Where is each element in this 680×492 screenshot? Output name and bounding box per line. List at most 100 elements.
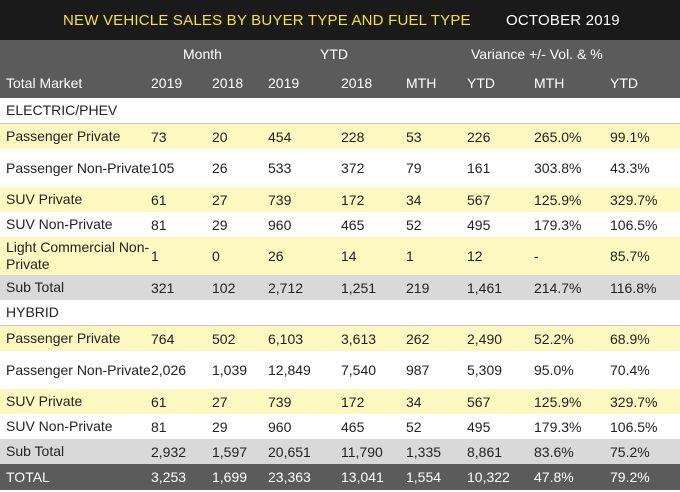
subtotal-row: Sub Total 321 102 2,712 1,251 219 1,461 … xyxy=(0,275,680,300)
col-pct-ytd: YTD xyxy=(610,75,638,91)
report-title: NEW VEHICLE SALES BY BUYER TYPE AND FUEL… xyxy=(63,12,471,29)
section-name: ELECTRIC/PHEV xyxy=(0,98,680,124)
cell-pct-ytd: 68.9% xyxy=(610,325,680,351)
cell-ytd-2019: 960 xyxy=(268,212,341,237)
cell-pct-mth: 214.7% xyxy=(534,275,610,300)
cell-pct-mth: - xyxy=(534,237,610,275)
cell-month-2019: 321 xyxy=(151,275,212,300)
subtotal-row: Sub Total 2,932 1,597 20,651 11,790 1,33… xyxy=(0,439,680,464)
col-pct-mth: MTH xyxy=(534,75,565,91)
cell-pct-mth: 265.0% xyxy=(534,123,610,149)
cell-month-2018: 0 xyxy=(212,237,268,275)
cell-pct-mth: 125.9% xyxy=(534,187,610,212)
cell-var-mth: 219 xyxy=(406,275,467,300)
cell-ytd-2019: 12,849 xyxy=(268,351,341,389)
cell-ytd-2019: 739 xyxy=(268,187,341,212)
section-name: HYBRID xyxy=(0,300,680,326)
table-row: SUV Non-Private 81 29 960 465 52 495 179… xyxy=(0,212,680,237)
row-label: Light Commercial Non-Private xyxy=(0,237,151,275)
cell-month-2018: 20 xyxy=(212,123,268,149)
col-ytd-2019: 2019 xyxy=(268,75,300,91)
cell-month-2018: 502 xyxy=(212,325,268,351)
cell-ytd-2019: 23,363 xyxy=(268,464,341,490)
cell-var-ytd: 161 xyxy=(467,149,534,187)
cell-month-2018: 1,597 xyxy=(212,439,268,464)
cell-ytd-2019: 454 xyxy=(268,123,341,149)
cell-ytd-2018: 3,613 xyxy=(341,325,406,351)
cell-ytd-2019: 20,651 xyxy=(268,439,341,464)
cell-ytd-2018: 11,790 xyxy=(341,439,406,464)
cell-ytd-2018: 465 xyxy=(341,414,406,439)
cell-ytd-2018: 228 xyxy=(341,123,406,149)
cell-pct-ytd: 75.2% xyxy=(610,439,680,464)
cell-var-mth: 34 xyxy=(406,187,467,212)
cell-var-ytd: 226 xyxy=(467,123,534,149)
cell-month-2018: 27 xyxy=(212,187,268,212)
cell-pct-mth: 303.8% xyxy=(534,149,610,187)
cell-ytd-2019: 533 xyxy=(268,149,341,187)
cell-var-ytd: 5,309 xyxy=(467,351,534,389)
cell-var-ytd: 8,861 xyxy=(467,439,534,464)
cell-ytd-2019: 6,103 xyxy=(268,325,341,351)
cell-ytd-2019: 960 xyxy=(268,414,341,439)
cell-ytd-2018: 172 xyxy=(341,187,406,212)
cell-ytd-2018: 172 xyxy=(341,389,406,414)
cell-ytd-2018: 14 xyxy=(341,237,406,275)
cell-month-2018: 102 xyxy=(212,275,268,300)
cell-ytd-2018: 372 xyxy=(341,149,406,187)
table-row: Passenger Private 73 20 454 228 53 226 2… xyxy=(0,123,680,149)
table-row: Light Commercial Non-Private 1 0 26 14 1… xyxy=(0,237,680,275)
cell-var-mth: 34 xyxy=(406,389,467,414)
cell-month-2019: 2,026 xyxy=(151,351,212,389)
cell-var-mth: 52 xyxy=(406,212,467,237)
cell-month-2019: 1 xyxy=(151,237,212,275)
cell-pct-ytd: 85.7% xyxy=(610,237,680,275)
row-label: Sub Total xyxy=(0,439,151,464)
table-row: Passenger Non-Private 105 26 533 372 79 … xyxy=(0,149,680,187)
cell-month-2018: 29 xyxy=(212,414,268,439)
table-row: SUV Private 61 27 739 172 34 567 125.9% … xyxy=(0,389,680,414)
cell-var-ytd: 567 xyxy=(467,187,534,212)
cell-var-mth: 79 xyxy=(406,149,467,187)
cell-month-2019: 105 xyxy=(151,149,212,187)
total-row: TOTAL 3,253 1,699 23,363 13,041 1,554 10… xyxy=(0,464,680,490)
cell-pct-mth: 83.6% xyxy=(534,439,610,464)
row-label: SUV Private xyxy=(0,187,151,212)
cell-pct-ytd: 70.4% xyxy=(610,351,680,389)
cell-month-2019: 2,932 xyxy=(151,439,212,464)
row-label: TOTAL xyxy=(0,464,151,490)
cell-pct-mth: 52.2% xyxy=(534,325,610,351)
cell-var-mth: 52 xyxy=(406,414,467,439)
cell-var-ytd: 2,490 xyxy=(467,325,534,351)
cell-pct-mth: 95.0% xyxy=(534,351,610,389)
cell-pct-ytd: 116.8% xyxy=(610,275,680,300)
cell-var-mth: 987 xyxy=(406,351,467,389)
cell-month-2019: 61 xyxy=(151,187,212,212)
cell-month-2018: 1,039 xyxy=(212,351,268,389)
table-row: Passenger Private 764 502 6,103 3,613 26… xyxy=(0,325,680,351)
cell-month-2018: 1,699 xyxy=(212,464,268,490)
row-label: SUV Non-Private xyxy=(0,212,151,237)
cell-pct-ytd: 329.7% xyxy=(610,187,680,212)
row-label: SUV Private xyxy=(0,389,151,414)
cell-var-mth: 1,335 xyxy=(406,439,467,464)
section-header: ELECTRIC/PHEV xyxy=(0,98,680,124)
cell-pct-ytd: 106.5% xyxy=(610,414,680,439)
cell-var-ytd: 495 xyxy=(467,212,534,237)
group-variance: Variance +/- Vol. & % xyxy=(471,46,603,62)
row-label: Passenger Private xyxy=(0,325,151,351)
section-header: HYBRID xyxy=(0,300,680,326)
cell-month-2019: 81 xyxy=(151,212,212,237)
table-row: SUV Non-Private 81 29 960 465 52 495 179… xyxy=(0,414,680,439)
sales-table: ELECTRIC/PHEV Passenger Private 73 20 45… xyxy=(0,98,680,490)
cell-pct-mth: 179.3% xyxy=(534,212,610,237)
cell-month-2019: 764 xyxy=(151,325,212,351)
cell-ytd-2019: 26 xyxy=(268,237,341,275)
col-label: Total Market xyxy=(6,75,83,91)
cell-var-ytd: 495 xyxy=(467,414,534,439)
cell-ytd-2018: 7,540 xyxy=(341,351,406,389)
cell-var-mth: 262 xyxy=(406,325,467,351)
cell-ytd-2019: 739 xyxy=(268,389,341,414)
cell-var-mth: 1 xyxy=(406,237,467,275)
